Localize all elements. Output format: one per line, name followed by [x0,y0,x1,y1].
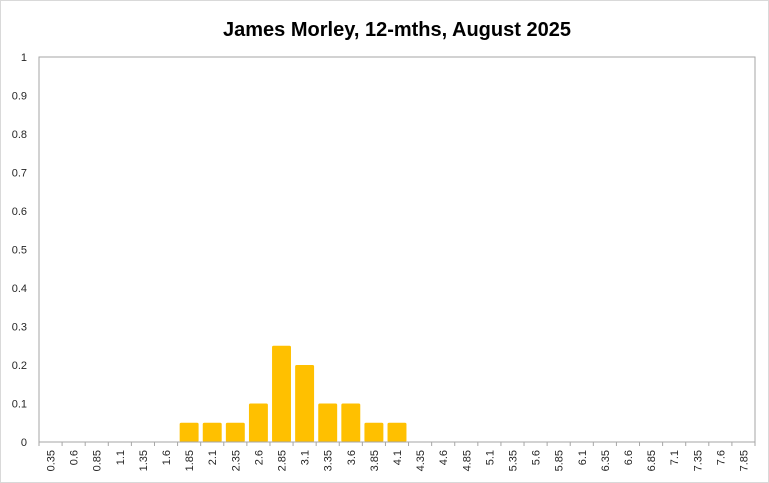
y-tick-label: 0.7 [12,168,27,180]
x-tick-label: 2.1 [207,450,219,465]
x-tick-label: 0.6 [69,450,81,465]
x-tick-label: 6.85 [646,450,658,471]
bar-3.35 [318,403,338,442]
x-tick-label: 1.35 [138,450,150,471]
bar-3.1 [295,365,315,442]
x-tick-label: 7.1 [669,450,681,465]
bar-2.6 [248,403,268,442]
x-tick-label: 3.1 [300,450,312,465]
bar-2.1 [202,422,222,442]
x-tick-label: 0.85 [92,450,104,471]
y-tick-label: 0.2 [12,360,27,372]
bar-group [179,345,407,442]
x-tick-label: 7.35 [692,450,704,471]
x-tick-label: 1.6 [161,450,173,465]
x-tick-label: 6.6 [623,450,635,465]
x-tick-label: 6.35 [600,450,612,471]
y-tick-label: 1 [21,52,27,64]
y-tick-label: 0.5 [12,245,27,257]
chart-title: James Morley, 12-mths, August 2025 [223,19,571,41]
x-tick-label: 1.85 [184,450,196,471]
bar-4.1 [387,422,407,442]
x-tick-label: 2.85 [277,450,289,471]
x-tick-label: 3.6 [346,450,358,465]
bar-3.6 [341,403,361,442]
x-tick-label: 7.6 [715,450,727,465]
x-tick-label: 4.35 [415,450,427,471]
bar-2.35 [225,422,245,442]
y-tick-label: 0.6 [12,206,27,218]
x-tick-label: 0.35 [46,450,58,471]
x-tick-label: 5.6 [531,450,543,465]
x-tick-label: 4.1 [392,450,404,465]
x-tick-label: 3.35 [323,450,335,471]
plot-border [38,56,756,443]
y-tick-label: 0 [21,437,27,449]
x-tick-label: 3.85 [369,450,381,471]
x-axis-labels: 0.35 0.6 0.85 1.1 1.35 1.6 1.85 2.1 2.35 2.6 2.85 3… [46,450,751,471]
x-tick-label: 7.85 [738,450,750,471]
x-tick-label: 4.85 [461,450,473,471]
x-tick-label: 4.6 [438,450,450,465]
x-tick-label: 5.1 [484,450,496,465]
x-tick-label: 5.85 [554,450,566,471]
y-tick-label: 0.1 [12,399,27,411]
y-axis-labels: 0 0.1 0.2 0.3 0.4 0.5 0.6 0.7 0.8 0.9 1 [12,52,27,449]
x-tick-label: 5.35 [507,450,519,471]
y-tick-label: 0.3 [12,322,27,334]
x-tick-label: 6.1 [577,450,589,465]
y-tick-label: 0.8 [12,129,27,141]
bar-2.85 [272,345,291,442]
y-tick-label: 0.4 [12,283,27,295]
bar-3.85 [364,422,384,442]
x-tick-marks [38,442,756,446]
x-tick-label: 2.35 [230,450,242,471]
x-tick-label: 2.6 [253,450,265,465]
bar-1.85 [179,422,199,442]
x-tick-label: 1.1 [115,450,127,465]
y-tick-label: 0.9 [12,91,27,103]
